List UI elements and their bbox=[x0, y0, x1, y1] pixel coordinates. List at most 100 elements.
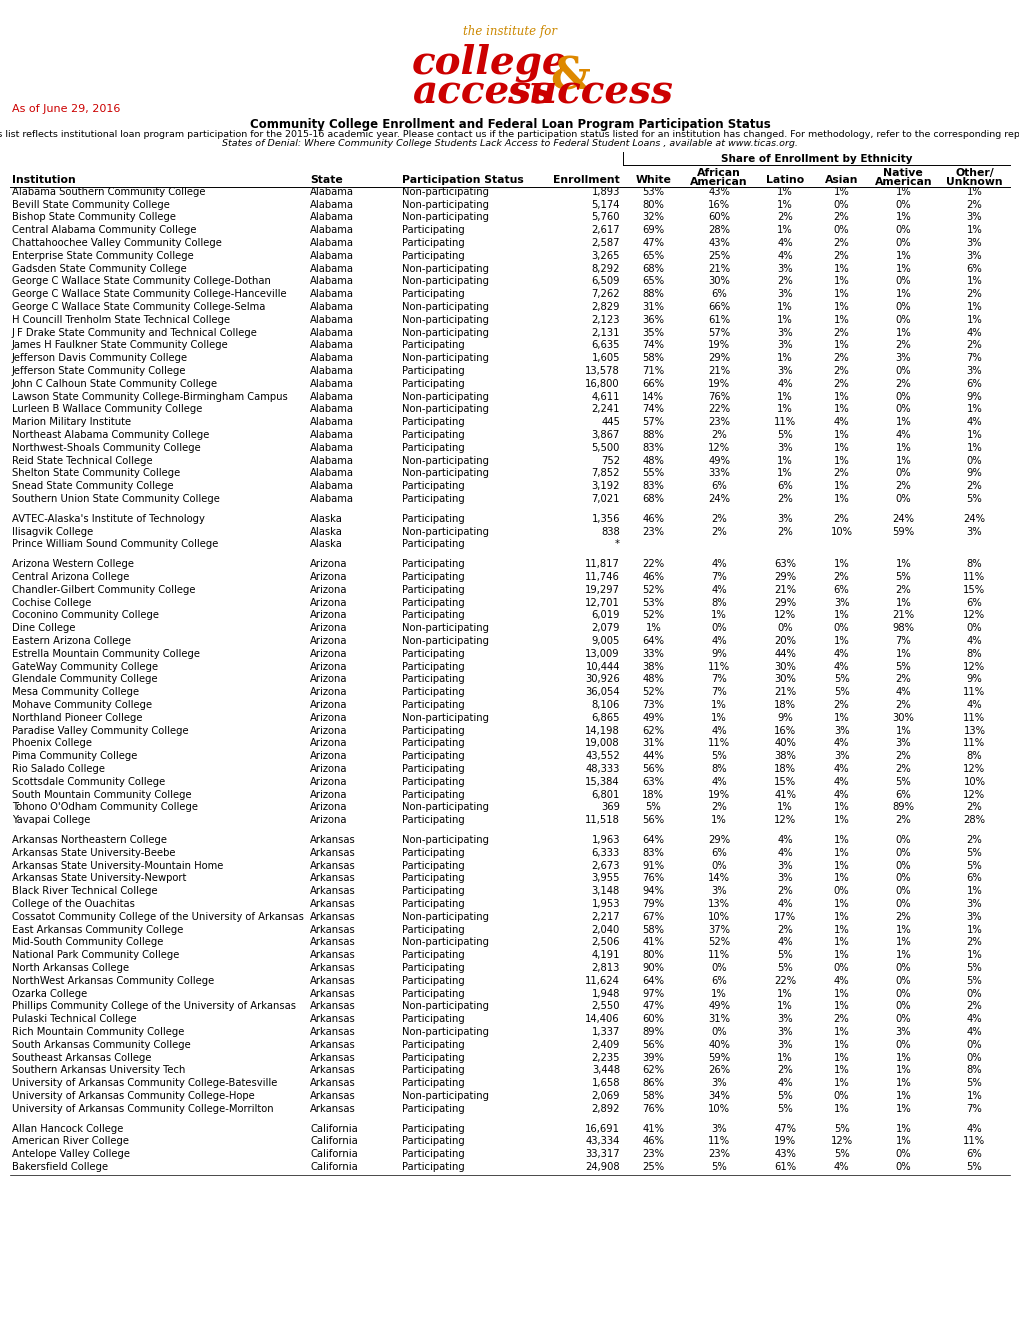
Text: Non-participating: Non-participating bbox=[401, 1027, 489, 1038]
Text: 0%: 0% bbox=[895, 494, 910, 504]
Text: 73%: 73% bbox=[642, 700, 663, 710]
Text: 48%: 48% bbox=[642, 675, 663, 685]
Text: 1%: 1% bbox=[833, 1052, 849, 1063]
Text: 1%: 1% bbox=[833, 937, 849, 948]
Text: California: California bbox=[310, 1123, 358, 1134]
Text: NorthWest Arkansas Community College: NorthWest Arkansas Community College bbox=[12, 975, 214, 986]
Text: Snead State Community College: Snead State Community College bbox=[12, 482, 173, 491]
Text: 76%: 76% bbox=[642, 1104, 663, 1114]
Text: 4%: 4% bbox=[966, 1027, 981, 1038]
Text: Arkansas Northeastern College: Arkansas Northeastern College bbox=[12, 836, 167, 845]
Text: 10%: 10% bbox=[829, 527, 852, 537]
Text: Non-participating: Non-participating bbox=[401, 315, 489, 325]
Text: State: State bbox=[310, 176, 342, 185]
Text: Non-participating: Non-participating bbox=[401, 404, 489, 414]
Text: 12%: 12% bbox=[707, 444, 730, 453]
Text: Arizona: Arizona bbox=[310, 764, 347, 774]
Text: Arizona: Arizona bbox=[310, 713, 347, 723]
Text: 2%: 2% bbox=[895, 764, 910, 774]
Text: 25%: 25% bbox=[707, 251, 730, 261]
Text: African: African bbox=[697, 168, 741, 178]
Text: Participating: Participating bbox=[401, 1078, 465, 1088]
Text: 65%: 65% bbox=[642, 251, 663, 261]
Text: Alaska: Alaska bbox=[310, 540, 342, 549]
Text: 1%: 1% bbox=[833, 1104, 849, 1114]
Text: 1%: 1% bbox=[710, 989, 727, 999]
Text: 29%: 29% bbox=[773, 598, 796, 607]
Text: 29%: 29% bbox=[707, 836, 730, 845]
Text: 4%: 4% bbox=[710, 560, 727, 569]
Text: 43,334: 43,334 bbox=[585, 1137, 620, 1147]
Text: Participating: Participating bbox=[401, 989, 465, 999]
Text: Alabama: Alabama bbox=[310, 417, 354, 428]
Text: 1%: 1% bbox=[833, 1065, 849, 1076]
Text: Participating: Participating bbox=[401, 560, 465, 569]
Text: Arizona: Arizona bbox=[310, 623, 347, 634]
Text: 3%: 3% bbox=[966, 366, 981, 376]
Text: 88%: 88% bbox=[642, 430, 663, 440]
Text: Non-participating: Non-participating bbox=[401, 213, 489, 223]
Text: 88%: 88% bbox=[642, 289, 663, 300]
Text: 2%: 2% bbox=[966, 289, 981, 300]
Text: Arkansas: Arkansas bbox=[310, 1040, 356, 1049]
Text: 5,174: 5,174 bbox=[591, 199, 620, 210]
Text: As of June 29, 2016: As of June 29, 2016 bbox=[12, 104, 120, 114]
Text: Rio Salado College: Rio Salado College bbox=[12, 764, 105, 774]
Text: 1%: 1% bbox=[776, 803, 792, 813]
Text: 43%: 43% bbox=[773, 1150, 795, 1159]
Text: 7,852: 7,852 bbox=[591, 469, 620, 478]
Text: Arkansas: Arkansas bbox=[310, 861, 356, 871]
Text: 1%: 1% bbox=[895, 1137, 910, 1147]
Text: 71%: 71% bbox=[642, 366, 663, 376]
Text: 40%: 40% bbox=[707, 1040, 730, 1049]
Text: 6%: 6% bbox=[966, 1150, 981, 1159]
Text: 7%: 7% bbox=[966, 1104, 981, 1114]
Text: Arkansas: Arkansas bbox=[310, 836, 356, 845]
Text: 12%: 12% bbox=[962, 661, 984, 672]
Text: Arkansas: Arkansas bbox=[310, 1052, 356, 1063]
Text: Participating: Participating bbox=[401, 482, 465, 491]
Text: 13,578: 13,578 bbox=[585, 366, 620, 376]
Text: 3%: 3% bbox=[966, 213, 981, 223]
Text: 1%: 1% bbox=[895, 444, 910, 453]
Text: 2%: 2% bbox=[895, 816, 910, 825]
Text: Non-participating: Non-participating bbox=[401, 803, 489, 813]
Text: 7%: 7% bbox=[966, 354, 981, 363]
Text: 1%: 1% bbox=[895, 213, 910, 223]
Text: 10,444: 10,444 bbox=[585, 661, 620, 672]
Text: 1%: 1% bbox=[710, 713, 727, 723]
Text: 68%: 68% bbox=[642, 494, 663, 504]
Text: 35%: 35% bbox=[642, 327, 663, 338]
Text: 4%: 4% bbox=[966, 1123, 981, 1134]
Text: Non-participating: Non-participating bbox=[401, 302, 489, 312]
Text: 23%: 23% bbox=[642, 527, 663, 537]
Text: 5%: 5% bbox=[833, 1150, 849, 1159]
Text: 1%: 1% bbox=[895, 950, 910, 960]
Text: Participating: Participating bbox=[401, 1065, 465, 1076]
Text: Southeast Arkansas College: Southeast Arkansas College bbox=[12, 1052, 152, 1063]
Text: Participating: Participating bbox=[401, 1162, 465, 1172]
Text: 3%: 3% bbox=[776, 1014, 792, 1024]
Text: 1%: 1% bbox=[833, 836, 849, 845]
Text: 3%: 3% bbox=[966, 527, 981, 537]
Text: 11,518: 11,518 bbox=[585, 816, 620, 825]
Text: 1%: 1% bbox=[895, 1092, 910, 1101]
Text: 8%: 8% bbox=[710, 598, 727, 607]
Text: 11%: 11% bbox=[962, 688, 984, 697]
Text: 6%: 6% bbox=[966, 598, 981, 607]
Text: 3,955: 3,955 bbox=[591, 874, 620, 883]
Text: Arizona: Arizona bbox=[310, 777, 347, 787]
Text: Enterprise State Community College: Enterprise State Community College bbox=[12, 251, 194, 261]
Text: 1%: 1% bbox=[710, 700, 727, 710]
Text: 2%: 2% bbox=[776, 527, 792, 537]
Text: Arkansas: Arkansas bbox=[310, 1027, 356, 1038]
Text: 39%: 39% bbox=[642, 1052, 663, 1063]
Text: Participating: Participating bbox=[401, 661, 465, 672]
Text: 3%: 3% bbox=[833, 726, 849, 735]
Text: 3%: 3% bbox=[776, 341, 792, 351]
Text: 2,506: 2,506 bbox=[591, 937, 620, 948]
Text: Cossatot Community College of the University of Arkansas: Cossatot Community College of the Univer… bbox=[12, 912, 304, 921]
Text: 21%: 21% bbox=[707, 264, 730, 273]
Text: 14,406: 14,406 bbox=[585, 1014, 620, 1024]
Text: 43%: 43% bbox=[707, 238, 730, 248]
